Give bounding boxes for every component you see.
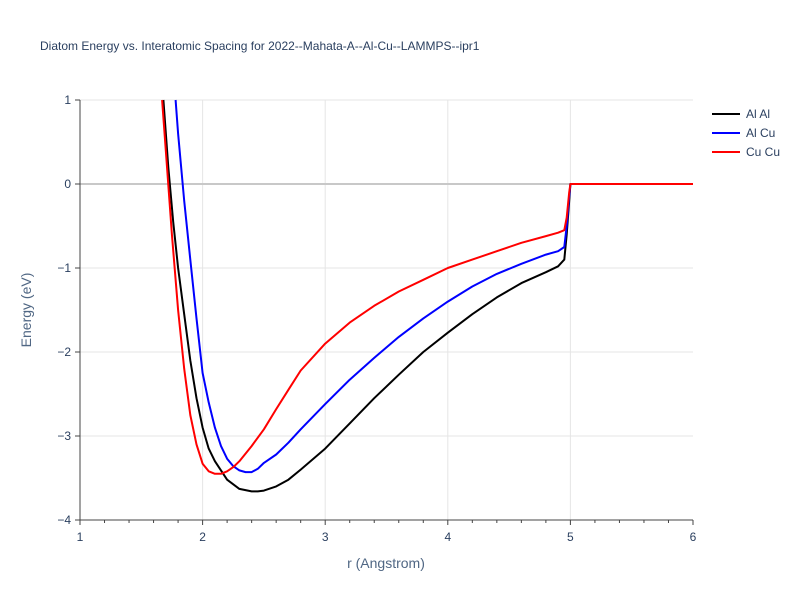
x-tick-label: 6 [690,530,697,544]
axes [75,99,694,525]
x-tick-label: 4 [444,530,451,544]
series-lines [161,99,693,493]
legend-item-cu-cu[interactable]: Cu Cu [712,145,780,159]
y-tick-label: −3 [57,429,71,443]
y-tick-label: 0 [64,177,71,191]
y-tick-label: −4 [57,513,71,527]
legend-label: Al Al [746,107,770,121]
x-tick-label: 5 [567,530,574,544]
y-tick-label: −2 [57,345,71,359]
legend[interactable]: Al Al Al Cu Cu Cu [712,107,780,159]
series-line-cu-cu [161,99,693,475]
x-axis-title: r (Angstrom) [347,555,425,571]
x-tick-label: 3 [322,530,329,544]
chart-title: Diatom Energy vs. Interatomic Spacing fo… [40,39,480,53]
legend-label: Al Cu [746,126,775,140]
y-axis-title: Energy (eV) [18,273,34,348]
y-tick-label: −1 [57,261,71,275]
legend-label: Cu Cu [746,145,780,159]
y-tick-label: 1 [64,93,71,107]
x-tick-label: 2 [199,530,206,544]
series-line-al-al [162,99,693,493]
x-tick-label: 1 [77,530,84,544]
tick-labels: 1 2 3 4 5 6 1 0 −1 −2 −3 −4 [57,93,696,544]
legend-item-al-al[interactable]: Al Al [712,107,770,121]
legend-item-al-cu[interactable]: Al Cu [712,126,775,140]
plot-background [80,100,693,520]
series-line-al-cu [174,99,693,474]
